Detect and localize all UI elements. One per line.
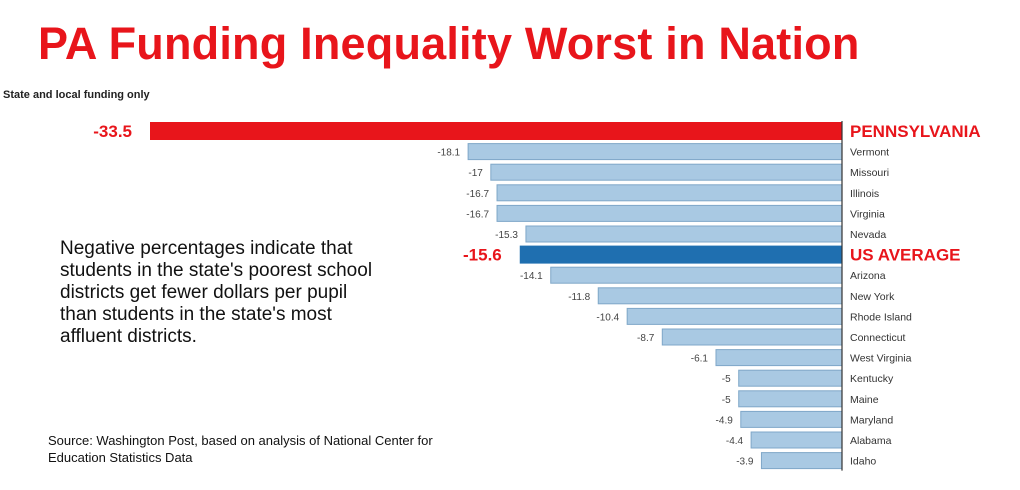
category-label: Nevada <box>850 229 886 241</box>
category-label: Connecticut <box>850 332 906 344</box>
bar-illinois <box>496 184 843 202</box>
value-label: -3.9 <box>736 457 754 468</box>
bar-maine <box>738 390 843 408</box>
value-label: -16.7 <box>466 189 489 200</box>
bar-alabama <box>750 431 843 449</box>
value-label: -4.4 <box>726 436 744 447</box>
bar-west-virginia <box>715 349 843 367</box>
bar-missouri <box>490 163 843 181</box>
value-label: -4.9 <box>716 415 734 426</box>
category-label: Idaho <box>850 456 876 468</box>
category-label: Illinois <box>850 188 879 200</box>
category-label: Kentucky <box>850 373 894 385</box>
category-label: Maryland <box>850 414 893 426</box>
value-label: -6.1 <box>691 354 709 365</box>
value-label: -8.7 <box>637 333 655 344</box>
category-label: West Virginia <box>850 353 912 365</box>
category-label: Vermont <box>850 147 889 159</box>
value-label: -5 <box>722 374 731 385</box>
category-label: Arizona <box>850 270 886 282</box>
bar-idaho <box>760 452 843 470</box>
bar-pennsylvania <box>150 122 842 140</box>
bar-arizona <box>550 266 843 284</box>
value-label: -15.6 <box>463 246 502 265</box>
bar-new-york <box>597 287 843 305</box>
value-label: -14.1 <box>520 271 543 282</box>
category-label: PENNSYLVANIA <box>850 122 981 141</box>
bar-virginia <box>496 204 843 222</box>
value-label: -18.1 <box>437 148 460 159</box>
category-label: New York <box>850 291 895 303</box>
value-label: -11.8 <box>568 292 590 303</box>
bar-rhode-island <box>626 307 843 325</box>
value-label: -10.4 <box>596 312 619 323</box>
bar-us-average <box>519 245 842 264</box>
value-label: -33.5 <box>93 122 132 141</box>
explanation-note: Negative percentages indicate that stude… <box>60 238 373 347</box>
source-note: Source: Washington Post, based on analys… <box>48 433 433 465</box>
category-label: Rhode Island <box>850 311 912 323</box>
page-title: PA Funding Inequality Worst in Nation <box>38 18 860 69</box>
value-label: -5 <box>722 395 731 406</box>
category-label: Maine <box>850 394 879 406</box>
value-label: -17 <box>468 168 483 179</box>
category-label: Alabama <box>850 435 892 447</box>
bar-maryland <box>740 410 843 428</box>
value-label: -16.7 <box>466 209 489 220</box>
bar-connecticut <box>661 328 843 346</box>
category-label: US AVERAGE <box>850 246 961 265</box>
bar-vermont <box>467 143 843 161</box>
bar-kentucky <box>738 369 843 387</box>
chart-subtitle: State and local funding only <box>3 89 150 101</box>
category-label: Virginia <box>850 208 885 220</box>
value-label: -15.3 <box>495 230 518 241</box>
category-label: Missouri <box>850 167 889 179</box>
bar-nevada <box>525 225 843 243</box>
